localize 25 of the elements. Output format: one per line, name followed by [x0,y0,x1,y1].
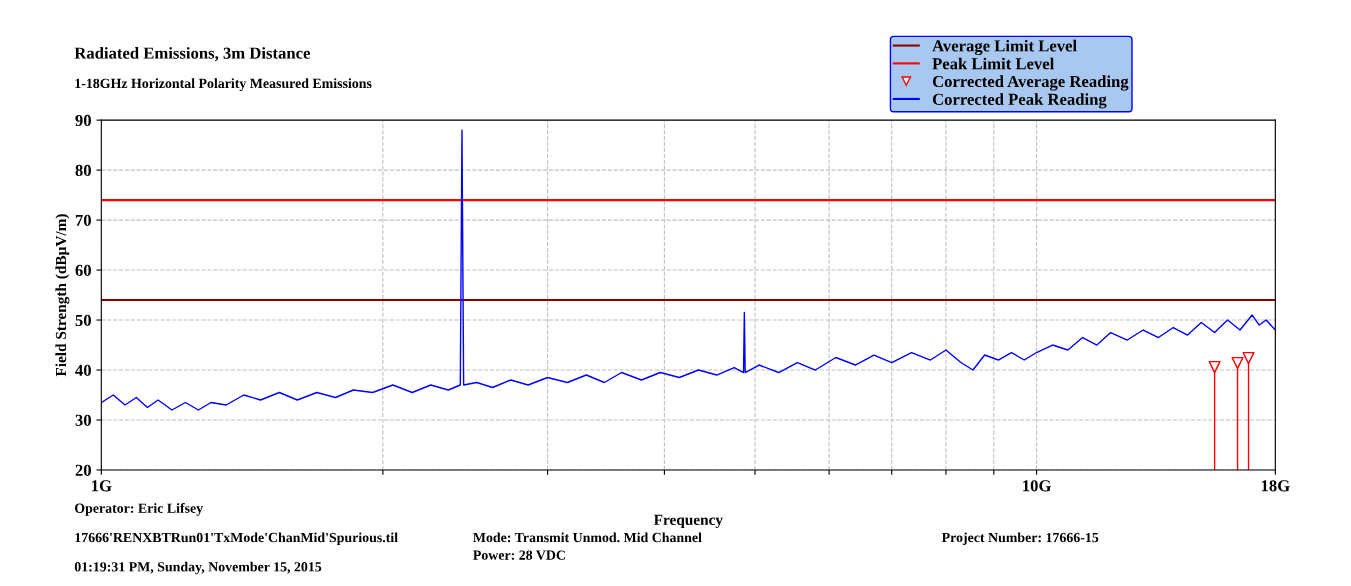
text: 01:19:31 PM, Sunday, November 15, 2015 [74,561,322,575]
chart-title: Radiated Emissions, 3m Distance [74,47,310,62]
y-tick-label: 90 [75,114,91,127]
y-tick-label: 80 [75,164,91,177]
y-tick-label: 20 [75,464,91,476]
x-tick-label: 18G [1261,480,1290,492]
legend-label: Corrected Peak Reading [932,93,1107,109]
text: Mode: Transmit Unmod. Mid Channel [473,532,702,543]
x-tick-label: 1G [92,480,112,492]
chart-subtitle: 1-18GHz Horizontal Polarity Measured Emissions [75,78,372,91]
x-tick-label: 10G [1023,480,1051,492]
y-tick-label: 40 [75,364,91,376]
legend-label: Corrected Average Reading [932,75,1129,91]
text: Project Number: 17666-15 [941,532,1099,546]
y-axis-title: Field Strength (dBµV/m) [55,214,70,377]
y-tick-label: 60 [75,264,91,277]
legend-label: Average Limit Level [932,39,1077,56]
text: 17666'RENXBTRun01'TxMode'ChanMid'Spurious.til [75,532,398,546]
legend-label: Peak Limit Level [932,57,1055,70]
x-axis-title: Frequency [653,514,723,529]
y-tick-label: 30 [75,414,91,426]
y-tick-label: 70 [75,214,91,227]
text: Power: 28 VDC [473,550,565,560]
y-tick-label: 50 [75,314,91,326]
text: Operator: Eric Lifsey [74,502,203,516]
